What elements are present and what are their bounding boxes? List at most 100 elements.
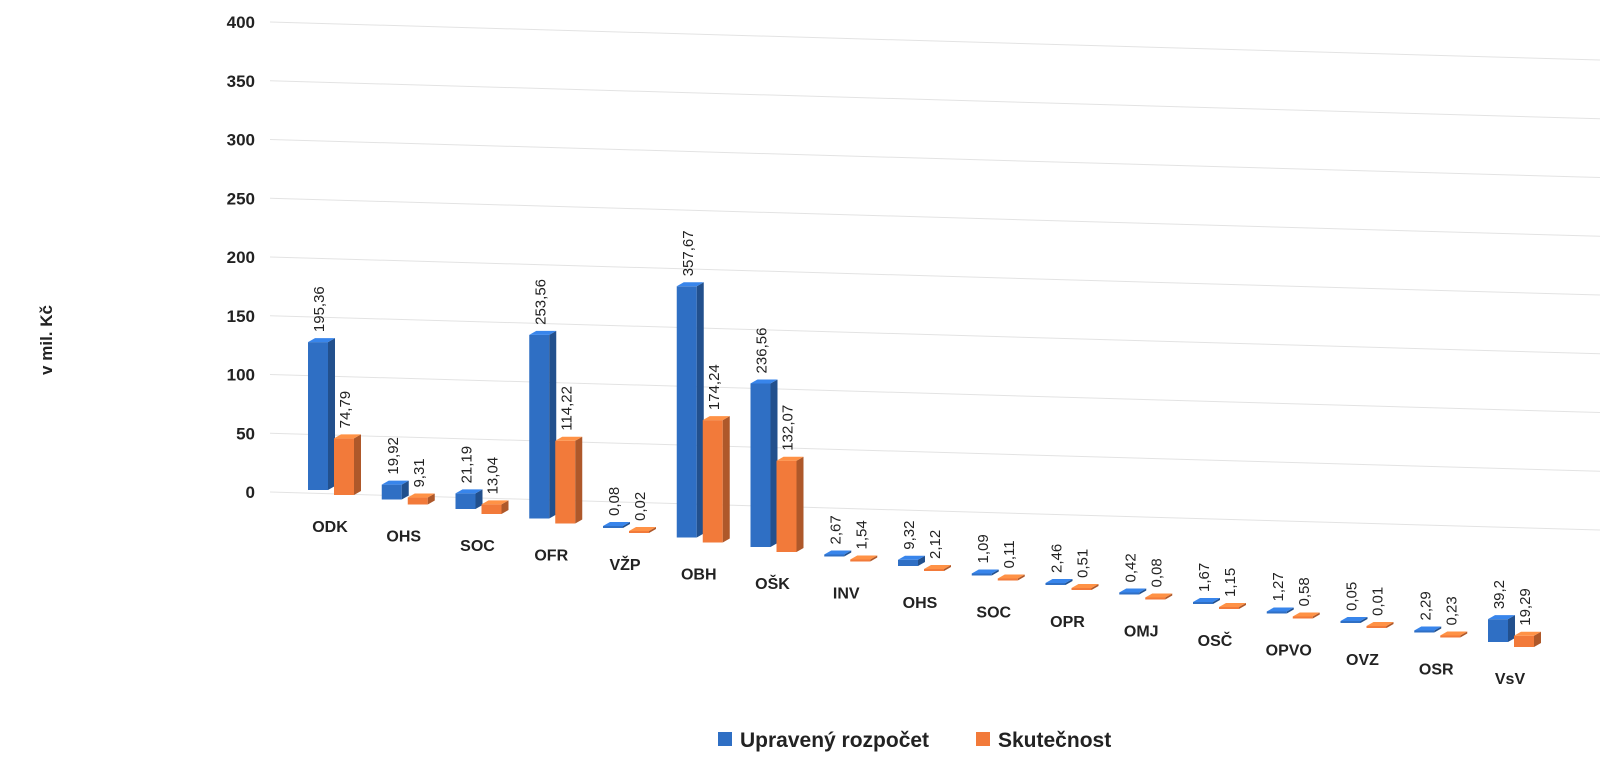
bar-upraveny-rozpocet xyxy=(971,569,999,576)
legend-label-upraveny-rozpocet: Upravený rozpočet xyxy=(740,729,929,752)
data-label: 195,36 xyxy=(311,286,328,332)
bar-skutecnost xyxy=(629,527,656,533)
bar-skutecnost xyxy=(702,416,730,543)
data-label: 114,22 xyxy=(558,386,575,431)
x-tick-label: VŽP xyxy=(609,555,640,574)
data-label: 132,07 xyxy=(780,405,797,451)
y-tick-label: 200 xyxy=(227,248,255,267)
bar-upraveny-rozpocet xyxy=(1045,579,1073,585)
data-label: 0,42 xyxy=(1122,553,1139,582)
data-label: 19,29 xyxy=(1517,588,1534,626)
data-label: 1,27 xyxy=(1270,572,1287,601)
gridlines xyxy=(269,21,1601,531)
x-tick-label: OFR xyxy=(534,548,568,565)
x-tick-label: OHS xyxy=(386,529,421,546)
data-label: 13,04 xyxy=(485,457,502,495)
bar-upraveny-rozpocet xyxy=(824,550,852,557)
bar-upraveny-rozpocet xyxy=(1340,617,1368,623)
data-label: 357,67 xyxy=(680,230,697,276)
bar-upraveny-rozpocet xyxy=(1488,615,1515,642)
data-label: 1,67 xyxy=(1196,563,1213,592)
data-label: 74,79 xyxy=(337,391,354,429)
x-tick-label: SOC xyxy=(976,605,1011,622)
data-label: 21,19 xyxy=(459,446,476,484)
data-label: 9,32 xyxy=(901,521,918,550)
gridline xyxy=(269,80,1601,120)
bar-skutecnost xyxy=(1292,612,1320,619)
data-label: 174,24 xyxy=(706,364,723,410)
y-tick-label: 0 xyxy=(246,483,255,502)
data-label: 0,51 xyxy=(1075,549,1092,578)
y-axis-ticks: 0 50 100 150 200 250 300 350 400 xyxy=(227,13,255,502)
x-tick-label: OVZ xyxy=(1346,652,1379,669)
data-label: 9,31 xyxy=(411,458,428,487)
data-label: 1,54 xyxy=(853,520,870,549)
x-tick-label: OMJ xyxy=(1124,624,1159,641)
legend-item-skutecnost: Skutečnost xyxy=(976,729,1111,752)
data-label: 1,09 xyxy=(975,534,992,563)
y-axis-label: v mil. Kč xyxy=(37,305,56,375)
bar-upraveny-rozpocet xyxy=(308,338,335,490)
gridline xyxy=(269,139,1601,178)
legend-label-skutecnost: Skutečnost xyxy=(998,729,1111,752)
gridline xyxy=(269,256,1601,296)
data-label: 0,05 xyxy=(1344,582,1361,611)
x-tick-label: ODK xyxy=(312,519,348,536)
legend-swatch-upraveny-rozpocet xyxy=(718,732,732,746)
data-label: 0,58 xyxy=(1296,577,1313,606)
bar-skutecnost xyxy=(1366,622,1394,628)
bar-upraveny-rozpocet xyxy=(750,379,778,547)
bar-skutecnost xyxy=(776,456,804,552)
data-label: 0,08 xyxy=(606,487,623,516)
x-tick-label: OSR xyxy=(1419,662,1454,679)
bar-skutecnost xyxy=(1514,631,1541,647)
y-tick-label: 350 xyxy=(227,72,255,91)
gridline xyxy=(269,491,1601,531)
data-label: 0,01 xyxy=(1370,587,1387,616)
data-label: 1,15 xyxy=(1222,568,1239,597)
data-label: 39,2 xyxy=(1491,580,1508,609)
bar-skutecnost xyxy=(334,434,361,495)
y-tick-label: 50 xyxy=(236,424,255,443)
x-tick-label: INV xyxy=(833,586,860,603)
bar-upraveny-rozpocet xyxy=(455,489,483,509)
bar-upraveny-rozpocet xyxy=(898,555,925,566)
x-tick-label: OŠK xyxy=(755,574,790,593)
bar-skutecnost xyxy=(481,500,509,514)
bar-upraveny-rozpocet xyxy=(1266,607,1294,614)
bar-upraveny-rozpocet xyxy=(603,522,630,528)
data-label: 0,11 xyxy=(1001,540,1018,568)
y-tick-label: 250 xyxy=(227,189,255,208)
data-label: 0,23 xyxy=(1443,596,1460,625)
legend-swatch-skutecnost xyxy=(976,732,990,746)
data-label: 2,46 xyxy=(1049,544,1066,573)
gridline xyxy=(269,374,1601,413)
data-label: 2,29 xyxy=(1417,591,1434,620)
x-tick-label: OBH xyxy=(681,567,717,584)
data-label: 253,56 xyxy=(532,279,549,325)
bar-upraveny-rozpocet xyxy=(1414,626,1442,633)
bar-upraveny-rozpocet xyxy=(1119,588,1147,595)
y-tick-label: 300 xyxy=(227,131,255,150)
bar-skutecnost xyxy=(997,574,1025,581)
gridline xyxy=(269,432,1601,472)
data-label: 0,08 xyxy=(1148,558,1165,587)
x-tick-label: OSČ xyxy=(1198,631,1233,650)
x-tick-label: OPR xyxy=(1050,614,1085,631)
x-tick-label: VsV xyxy=(1495,671,1526,688)
y-tick-label: 150 xyxy=(227,307,255,326)
bar-upraveny-rozpocet xyxy=(1193,598,1220,604)
bar-skutecnost xyxy=(555,436,583,524)
bar-skutecnost xyxy=(1145,593,1173,600)
data-label: 2,67 xyxy=(827,515,844,544)
gridline xyxy=(269,315,1601,355)
data-label: 19,92 xyxy=(385,437,402,475)
y-tick-label: 100 xyxy=(227,366,255,385)
x-tick-label: SOC xyxy=(460,538,495,555)
bar-upraveny-rozpocet xyxy=(529,330,557,519)
gridline xyxy=(269,21,1601,61)
bar-upraveny-rozpocet xyxy=(381,480,409,500)
bar-skutecnost xyxy=(1219,603,1246,609)
bar-skutecnost xyxy=(1071,584,1099,590)
